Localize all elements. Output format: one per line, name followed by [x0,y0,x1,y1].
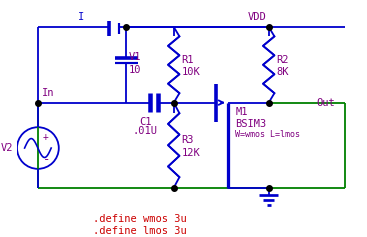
Text: R2: R2 [276,55,289,65]
Text: +: + [43,132,48,142]
Text: 8K: 8K [276,67,289,77]
Text: -: - [43,153,50,166]
Text: .define lmos 3u: .define lmos 3u [93,226,187,236]
Text: .01U: .01U [133,126,158,136]
Text: R1: R1 [181,55,194,65]
Text: 10: 10 [129,65,142,75]
Text: V2: V2 [1,143,13,153]
Text: M1: M1 [236,107,248,117]
Text: 10K: 10K [181,67,200,77]
Text: I: I [78,12,84,22]
Text: VDD: VDD [248,12,267,22]
Text: Out: Out [316,98,335,108]
Text: C1: C1 [139,117,152,127]
Text: BSIM3: BSIM3 [236,119,267,129]
Text: 12K: 12K [181,148,200,158]
Text: R3: R3 [181,136,194,146]
Text: V1: V1 [129,52,142,62]
Text: In: In [42,88,54,98]
Text: .define wmos 3u: .define wmos 3u [93,214,187,224]
Text: W=wmos L=lmos: W=wmos L=lmos [236,130,301,139]
